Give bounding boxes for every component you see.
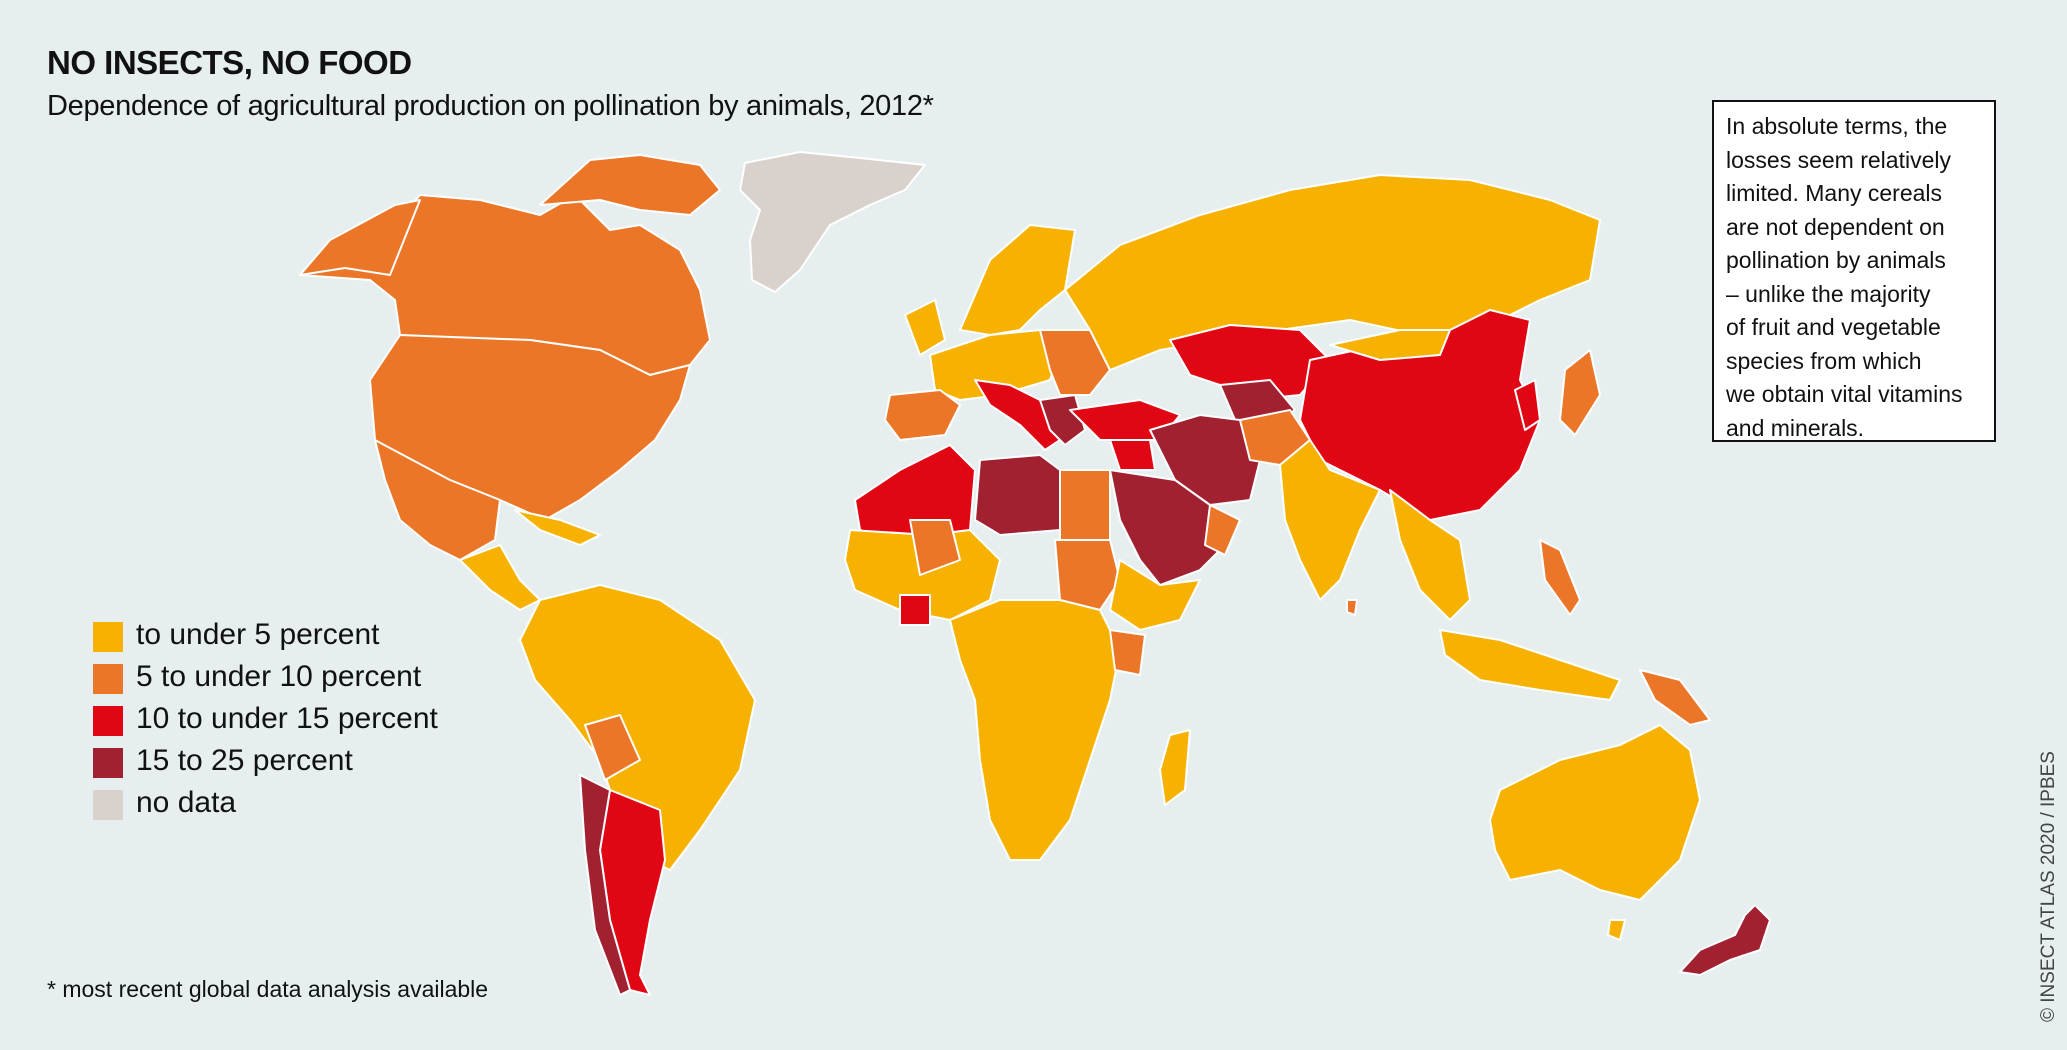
- region-bolivia: [584, 714, 641, 781]
- info-line: limited. Many cereals: [1726, 180, 1943, 206]
- legend-label-mid: 5 to under 10 percent: [136, 660, 422, 693]
- map-title: NO INSECTS, NO FOOD: [47, 44, 412, 81]
- region-kenya: [1109, 629, 1146, 676]
- region-oman: [1204, 504, 1241, 556]
- region-arabia: [1109, 469, 1231, 586]
- region-libya: [974, 454, 1061, 536]
- info-line: of fruit and vegetable: [1726, 314, 1941, 340]
- info-line: – unlike the majority: [1726, 280, 1931, 307]
- legend-label-high: 10 to under 15 percent: [136, 702, 438, 735]
- legend-swatch-low: [93, 622, 123, 652]
- region-scandinavia: [959, 224, 1076, 336]
- legend-label-very-high: 15 to 25 percent: [136, 744, 353, 777]
- region-indonesia: [1439, 629, 1621, 701]
- info-line: and minerals.: [1726, 414, 1865, 441]
- legend-swatch-very-high: [93, 748, 123, 778]
- region-japan: [1559, 349, 1601, 436]
- info-line: species from which: [1726, 347, 1922, 374]
- region-mongolia: [1329, 329, 1451, 361]
- region-australia: [1489, 724, 1701, 901]
- region-philippines: [1539, 539, 1581, 616]
- region-egypt: [1059, 469, 1111, 541]
- info-line: losses seem relatively: [1726, 146, 1951, 173]
- region-alaska: [299, 199, 421, 276]
- region-madagascar: [1159, 729, 1191, 806]
- info-line: In absolute terms, the: [1726, 113, 1948, 139]
- region-canada-islands: [539, 154, 721, 216]
- region-tasmania: [1607, 919, 1626, 941]
- region-greenland: [739, 151, 926, 293]
- info-line: pollination by animals: [1726, 247, 1946, 273]
- region-central-america: [459, 544, 541, 611]
- region-sudan: [1054, 539, 1121, 611]
- region-sri-lanka: [1346, 599, 1358, 616]
- footnote: * most recent global data analysis avail…: [47, 976, 489, 1002]
- region-chile: [579, 774, 631, 996]
- region-iberia: [884, 389, 961, 441]
- legend-swatch-high: [93, 706, 123, 736]
- legend-label-no-data: no data: [136, 786, 237, 819]
- region-ghana: [899, 594, 931, 626]
- region-china: [1299, 309, 1541, 521]
- legend-label-low: to under 5 percent: [136, 618, 380, 651]
- region-new-zealand: [1679, 904, 1771, 976]
- region-central-africa: [949, 599, 1121, 861]
- region-caucasus-centralasia: [1169, 324, 1331, 401]
- map-subtitle: Dependence of agricultural production on…: [47, 90, 934, 122]
- region-horn: [1109, 559, 1201, 631]
- region-uk: [904, 299, 946, 356]
- region-mali-niger: [909, 519, 961, 576]
- info-box: In absolute terms, the losses seem relat…: [1712, 100, 1996, 442]
- credit-line: © INSECT ATLAS 2020 / IPBES: [2038, 751, 2059, 1022]
- region-korea: [1514, 379, 1541, 431]
- region-southeast-asia: [1389, 489, 1471, 621]
- info-line: we obtain vital vitamins: [1726, 381, 1963, 407]
- region-india: [1279, 439, 1381, 601]
- legend-swatch-mid: [93, 664, 123, 694]
- region-levant: [1109, 439, 1156, 471]
- region-south-america: [519, 584, 756, 871]
- legend-swatch-no-data: [93, 790, 123, 820]
- region-italy-balkans: [974, 379, 1061, 451]
- info-line: are not dependent on: [1726, 213, 1945, 240]
- region-caribbean: [514, 509, 601, 546]
- region-papua: [1639, 669, 1711, 726]
